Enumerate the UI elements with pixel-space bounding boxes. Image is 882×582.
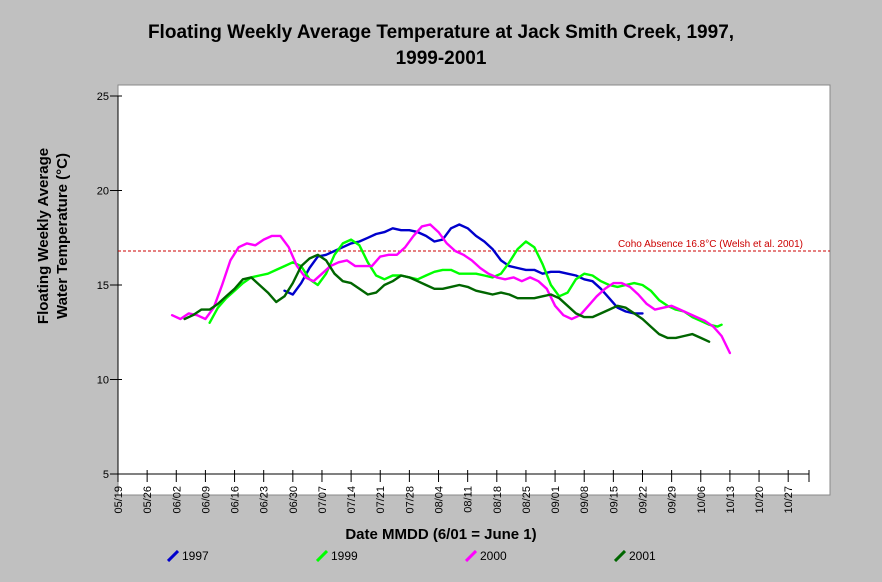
- x-tick-label: 07/21: [375, 486, 387, 514]
- legend: 1997 1999 2000 2001: [0, 547, 882, 567]
- reference-layer: Coho Absence 16.8°C (Welsh et al. 2001): [118, 239, 830, 252]
- x-tick-label: 05/26: [142, 486, 154, 514]
- x-tick-label: 09/22: [637, 486, 649, 514]
- x-tick-label: 08/11: [463, 486, 475, 513]
- legend-label-1997: 1997: [182, 549, 209, 563]
- reference-line-label: Coho Absence 16.8°C (Welsh et al. 2001): [618, 239, 803, 250]
- x-tick-label: 06/16: [230, 486, 242, 514]
- chart-title-line-2: 1999-2001: [395, 48, 487, 69]
- series-layer: [170, 223, 732, 355]
- legend-label-2001: 2001: [629, 549, 656, 563]
- x-tick-label: 07/07: [317, 486, 329, 514]
- y-tick-label: 20: [97, 186, 109, 198]
- chart-title: Floating Weekly Average Temperature at J…: [0, 20, 882, 72]
- x-tick-label: 06/30: [288, 486, 300, 514]
- series-line-2001: [183, 253, 711, 343]
- x-tick-label: 06/09: [200, 486, 212, 514]
- legend-label-1999: 1999: [331, 549, 358, 563]
- x-tick-label: 08/18: [492, 486, 504, 514]
- x-tick-label: 09/29: [667, 486, 679, 514]
- x-tick-label: 10/20: [754, 486, 766, 514]
- x-tick-label: 05/19: [113, 486, 125, 514]
- chart-title-line-1: Floating Weekly Average Temperature at J…: [147, 22, 735, 43]
- legend-label-2000: 2000: [480, 549, 507, 563]
- x-tick-label: 10/06: [696, 486, 708, 514]
- x-tick-label: 06/02: [171, 486, 183, 514]
- x-tick-label: 09/15: [608, 486, 620, 514]
- legend-swatch-1997: [167, 550, 179, 562]
- series-line-2000: [170, 223, 732, 355]
- y-tick-label: 25: [97, 91, 109, 103]
- axes-layer: 5 10 15 20 25 05/19 05/26 06/02 06/09 06/16 06/23 0…: [97, 91, 810, 514]
- x-tick-label: 10/27: [783, 486, 795, 514]
- x-tick-label: 06/23: [259, 486, 271, 514]
- x-tick-label: 10/13: [725, 486, 737, 514]
- x-tick-label: 09/01: [550, 486, 562, 514]
- x-tick-label: 07/14: [346, 486, 358, 514]
- y-tick-label: 15: [97, 280, 109, 292]
- x-tick-label: 07/28: [404, 486, 416, 514]
- x-tick-label: 09/08: [579, 486, 591, 514]
- legend-swatch-2000: [465, 550, 477, 562]
- y-tick-label: 10: [97, 375, 109, 387]
- legend-swatch-1999: [316, 550, 328, 562]
- x-axis-label: Date MMDD (6/01 = June 1): [345, 526, 537, 543]
- series-line-1997: [283, 223, 644, 315]
- y-tick-label: 5: [103, 469, 109, 481]
- legend-swatch-2001: [614, 550, 626, 562]
- x-tick-label: 08/25: [521, 486, 533, 514]
- x-tick-label: 08/04: [434, 486, 446, 514]
